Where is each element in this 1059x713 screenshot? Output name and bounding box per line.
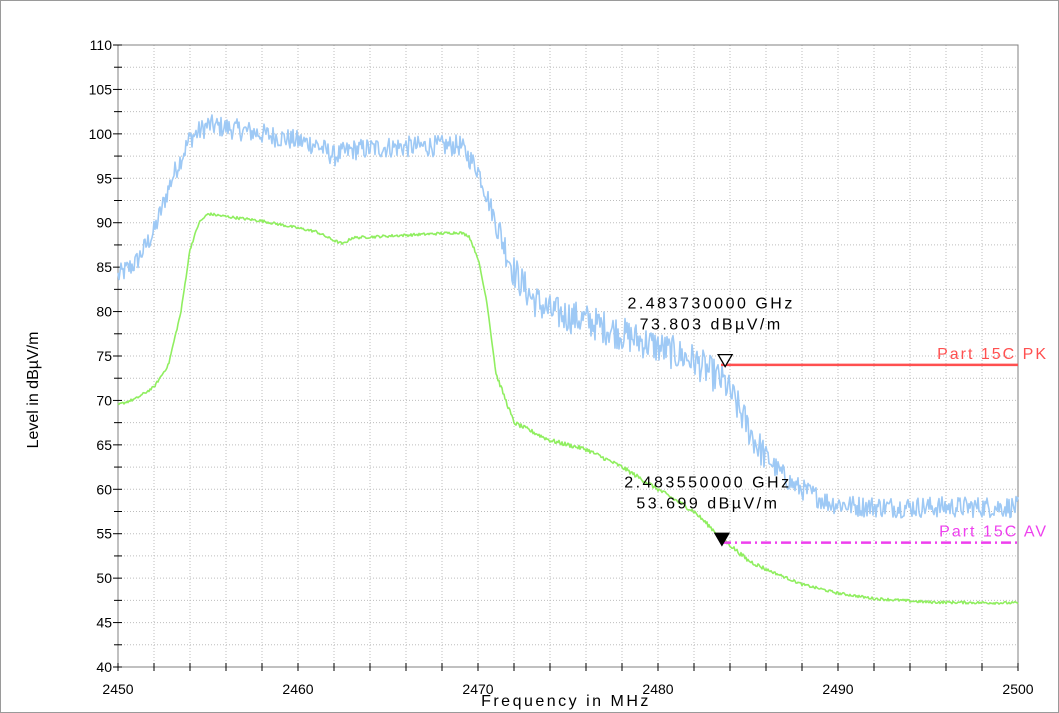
series-line-2 xyxy=(117,212,1019,605)
y-tick-label: 45 xyxy=(96,615,112,631)
minor-ticks xyxy=(113,44,1019,671)
y-tick-label: 60 xyxy=(96,481,112,497)
x-tick-label: 2480 xyxy=(642,681,673,697)
marker-1-freq: 2.483730000 GHz xyxy=(627,296,794,313)
marker-2 xyxy=(713,532,731,547)
marker-1 xyxy=(717,353,734,368)
y-tick-label: 95 xyxy=(96,170,112,186)
limit-label-2: Part 15C AV xyxy=(939,524,1048,541)
y-tick-label: 100 xyxy=(89,126,113,142)
series-line-1 xyxy=(117,114,1019,519)
y-tick-label: 80 xyxy=(96,304,112,320)
x-tick-label: 2490 xyxy=(822,681,853,697)
y-tick-label: 85 xyxy=(96,259,112,275)
y-axis-title: Level in dBµV/m xyxy=(25,332,42,449)
y-axis-ticks: 40 45 50 55 60 65 70 75 80 85 90 95 100 105 110 xyxy=(89,37,113,675)
y-tick-label: 40 xyxy=(96,659,112,675)
x-tick-label: 2450 xyxy=(102,681,133,697)
y-tick-label: 65 xyxy=(96,437,112,453)
marker-2-freq: 2.483550000 GHz xyxy=(624,474,791,491)
y-tick-label: 110 xyxy=(90,37,113,53)
y-tick-label: 90 xyxy=(96,215,112,231)
marker-1-level: 73.803 dBµV/m xyxy=(640,317,783,334)
limit-label-1: Part 15C PK xyxy=(937,346,1048,363)
x-tick-label: 2460 xyxy=(282,681,313,697)
markers: 2.483730000 GHz 73.803 dBµV/m 2.483550000 … xyxy=(624,296,794,547)
x-axis-ticks: 2450 2460 2470 2480 2490 2500 xyxy=(102,681,1033,697)
marker-2-level: 53.699 dBµV/m xyxy=(636,495,779,512)
limit-lines: Part 15C PK Part 15C AV xyxy=(721,346,1048,544)
y-tick-label: 105 xyxy=(89,81,113,97)
x-tick-label: 2470 xyxy=(462,681,493,697)
y-tick-label: 70 xyxy=(96,392,112,408)
y-tick-label: 50 xyxy=(96,570,112,586)
series-layer xyxy=(117,114,1019,605)
y-tick-label: 75 xyxy=(96,348,112,364)
x-tick-label: 2500 xyxy=(1002,681,1033,697)
x-axis-title: Frequency in MHz xyxy=(481,693,651,710)
y-tick-label: 55 xyxy=(96,526,112,542)
